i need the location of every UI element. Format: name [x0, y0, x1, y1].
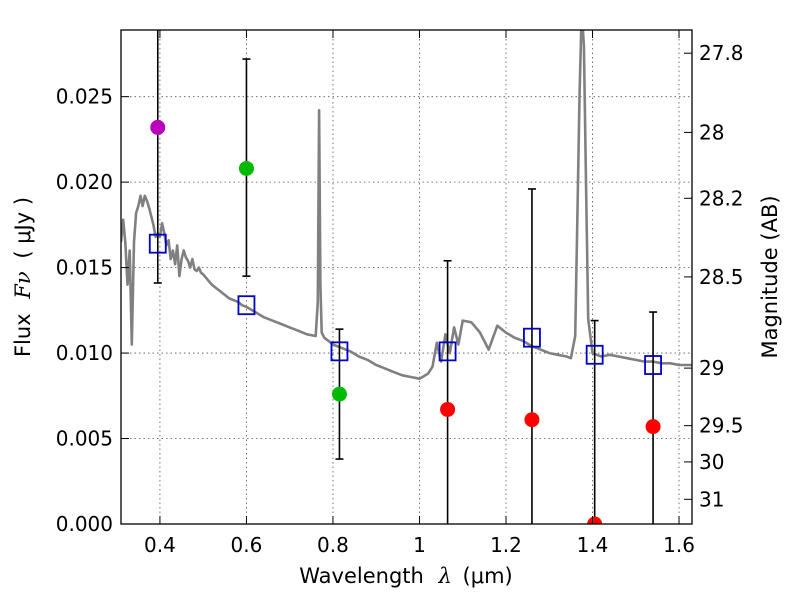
observed-flux-point [440, 401, 456, 417]
y2-tick-label: 30 [699, 450, 724, 474]
x-tick-label: 1.2 [490, 533, 522, 557]
x-axis-label: Wavelength λ (μm) [299, 564, 512, 588]
y-axis-ticks: 0.000 0.005 0.010 0.015 0.020 0.025 [56, 85, 129, 536]
y-tick-label: 0.005 [56, 427, 113, 451]
x-tick-label: 1 [413, 533, 426, 557]
model-photometry-square [237, 295, 256, 316]
model-photometry-square [148, 233, 167, 254]
observed-flux-point [238, 160, 254, 176]
y2-tick-label: 27.8 [699, 41, 744, 65]
y-tick-label: 0.010 [56, 341, 113, 365]
y-axis-label: Flux Fν ( μJy ) [11, 197, 35, 357]
x-axis-ticks: 0.4 0.6 0.8 1 1.2 1.4 1.6 [144, 30, 695, 557]
model-photometry-square [644, 355, 662, 375]
y2-tick-label: 28 [699, 120, 724, 144]
observed-flux-point [645, 419, 661, 435]
y-tick-label: 0.000 [56, 512, 113, 536]
y2-tick-label: 29 [699, 356, 724, 380]
model-spectrum-layer [121, 30, 692, 380]
x-axis-label-symbol: λ [438, 564, 452, 588]
y-axis-label-symbol: Fν [11, 271, 35, 300]
y2-tick-label: 29.5 [699, 414, 744, 438]
x-tick-label: 1.4 [577, 533, 609, 557]
observed-flux-point [150, 119, 166, 135]
x-tick-label: 0.6 [231, 533, 263, 557]
y-axis-label-text: Flux [11, 313, 35, 357]
observed-flux-point [524, 412, 540, 428]
x-tick-label: 0.4 [144, 533, 176, 557]
model-photometry-square [330, 341, 349, 362]
x-tick-label: 0.8 [317, 533, 349, 557]
model-photometry-square [585, 344, 604, 365]
y-tick-label: 0.015 [56, 256, 113, 280]
observed-flux-point [587, 516, 603, 524]
model-photometry-square [523, 327, 541, 348]
x-axis-label-unit: (μm) [463, 564, 513, 588]
x-axis-label-text: Wavelength [299, 564, 424, 588]
y2-axis-label: Magnitude (AB) [758, 195, 782, 358]
y-tick-label: 0.020 [56, 170, 113, 194]
y2-tick-label: 31 [699, 487, 724, 511]
plot-background [121, 30, 692, 524]
y2-axis-ticks: 27.8 28 28.2 28.5 29 29.5 30 31 [684, 41, 744, 511]
observed-flux-layer [150, 119, 661, 524]
model-spectrum-line [121, 30, 692, 380]
y2-tick-label: 28.2 [699, 186, 744, 210]
x-tick-label: 1.6 [663, 533, 695, 557]
y-tick-label: 0.025 [56, 85, 113, 109]
y2-tick-label: 28.5 [699, 265, 744, 289]
model-photometry-square [438, 341, 457, 362]
observed-flux-point [331, 386, 347, 402]
model-photometry-layer [148, 233, 662, 375]
y-axis-label-unit: ( μJy ) [11, 197, 35, 259]
